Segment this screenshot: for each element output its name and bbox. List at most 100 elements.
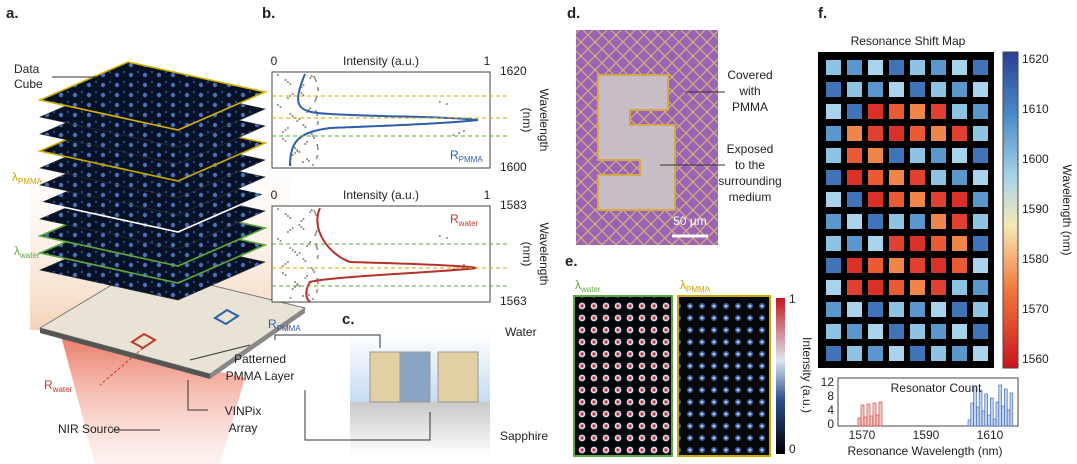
resonator-cell xyxy=(931,214,946,229)
scatter-dot xyxy=(286,127,289,129)
resonator-cell xyxy=(826,192,841,207)
resonator-cell xyxy=(973,302,988,317)
scatter-dot xyxy=(445,103,448,105)
resonator-cell xyxy=(973,324,988,339)
resonator-cell xyxy=(931,346,946,361)
data-cube-label: Data xyxy=(14,62,40,76)
hist-bar xyxy=(990,397,994,427)
resonator-cell xyxy=(931,82,946,97)
resonator-cell xyxy=(931,236,946,251)
scatter-dot xyxy=(314,100,317,102)
scatter-dot xyxy=(309,107,312,109)
scatter-dot xyxy=(304,143,307,145)
lambda-water: λwater xyxy=(14,244,40,260)
lambda-water-base: λ xyxy=(575,278,581,292)
scatter-dot xyxy=(286,97,289,99)
scatter-dot xyxy=(314,212,317,214)
resonator-cell xyxy=(847,302,862,317)
scatter-dot xyxy=(306,275,309,277)
resonator-cell xyxy=(931,324,946,339)
resonator-cell xyxy=(826,60,841,75)
scatter-dot xyxy=(306,158,309,160)
array-label: VINPix xyxy=(225,404,262,418)
resonator-cell xyxy=(826,148,841,163)
scale-bar-label: 50 µm xyxy=(673,214,707,228)
y-axis-title: Wavelength xyxy=(537,89,551,152)
plate-side xyxy=(40,328,210,379)
legend: RPMMA xyxy=(450,148,483,164)
scatter-dot xyxy=(289,83,292,85)
scatter-dot xyxy=(302,258,305,260)
scatter-dot xyxy=(309,211,312,213)
resonator-cell xyxy=(973,236,988,251)
resonator-cell xyxy=(952,126,967,141)
hist-bar xyxy=(875,414,880,427)
resonator-cell xyxy=(910,104,925,119)
lambda-pmma-sub: PMMA xyxy=(686,285,711,294)
intensity-image xyxy=(573,295,673,457)
hist-bar xyxy=(857,417,862,427)
scatter-dot xyxy=(438,235,441,237)
fit-curve xyxy=(289,73,479,167)
resonator-cell xyxy=(826,104,841,119)
scatter-dot xyxy=(313,210,316,212)
scatter-dot xyxy=(286,231,289,233)
resonator-cell xyxy=(826,170,841,185)
scatter-dot xyxy=(315,110,318,112)
exposed-label: Exposed xyxy=(727,142,774,156)
scatter-dot xyxy=(294,152,297,154)
resonator-cell xyxy=(889,126,904,141)
scatter-dot xyxy=(291,93,294,95)
resonator-cell xyxy=(868,60,883,75)
panel-label: c. xyxy=(342,311,355,328)
resonator-cell xyxy=(973,346,988,361)
resonator-cell xyxy=(973,60,988,75)
panel-label: e. xyxy=(565,253,578,270)
pmma-block xyxy=(437,351,479,403)
hist-bar xyxy=(992,418,997,427)
scatter-dot xyxy=(289,297,292,299)
resonator-cell xyxy=(910,82,925,97)
exposed-label: to the xyxy=(735,158,765,172)
scatter-dot xyxy=(300,226,303,228)
resonator-cell xyxy=(868,148,883,163)
pmma-block xyxy=(399,351,431,403)
covered-label: with xyxy=(738,84,760,98)
scatter-dot xyxy=(302,295,305,297)
scatter-dot xyxy=(316,123,319,125)
hist-bar xyxy=(869,415,874,427)
r-pmma-base: R xyxy=(268,317,277,331)
scatter-dot xyxy=(306,245,309,247)
resonator-cell xyxy=(826,82,841,97)
scatter-dot xyxy=(284,274,287,276)
scatter-dot xyxy=(316,282,319,284)
resonator-cell xyxy=(973,82,988,97)
x-tick-label: 1590 xyxy=(913,428,940,442)
scatter-dot xyxy=(284,129,287,131)
scatter-dot xyxy=(316,148,319,150)
resonator-cell xyxy=(847,148,862,163)
scatter-dot xyxy=(316,255,319,257)
scatter-dot xyxy=(298,224,301,226)
resonator-cell xyxy=(847,214,862,229)
legend-base: R xyxy=(450,212,459,226)
scatter-dot xyxy=(286,81,289,83)
scatter-dot xyxy=(309,241,312,243)
scatter-dot xyxy=(282,131,285,133)
resonator-cell xyxy=(931,60,946,75)
resonator-cell xyxy=(973,258,988,273)
colorbar-tick-label: 1590 xyxy=(1022,202,1049,216)
legend: Rwater xyxy=(450,212,479,228)
scatter-dot xyxy=(277,238,280,240)
x-tick-label: 1 xyxy=(484,54,491,68)
resonator-cell xyxy=(910,148,925,163)
scatter-dot xyxy=(282,265,285,267)
resonator-cell xyxy=(952,236,967,251)
scatter-dot xyxy=(310,267,313,269)
resonator-cell xyxy=(931,126,946,141)
r-water: Rwater xyxy=(44,378,73,394)
x-axis-title: Resonance Wavelength (nm) xyxy=(848,444,1003,458)
hist-bar xyxy=(860,404,865,427)
scatter-dot xyxy=(298,252,301,254)
resonator-cell xyxy=(826,346,841,361)
